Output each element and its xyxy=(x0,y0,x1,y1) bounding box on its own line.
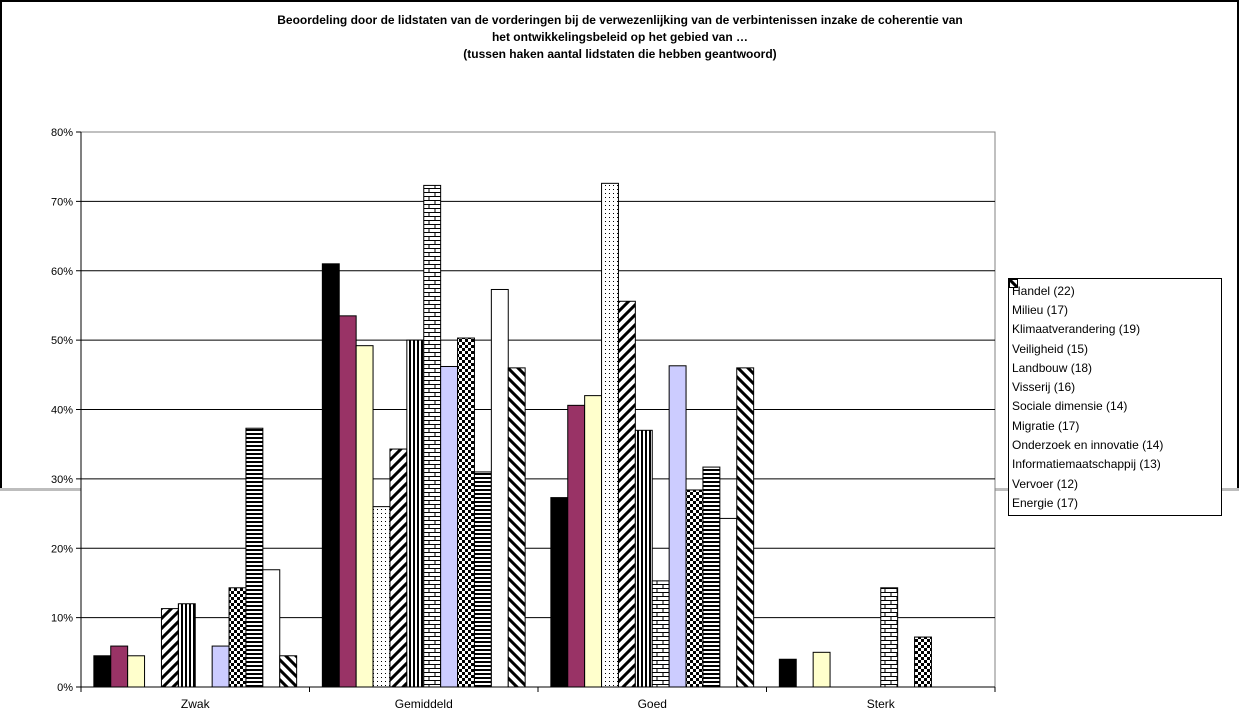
chart-title: Beoordeling door de lidstaten van de vor… xyxy=(100,12,1140,63)
gridlines xyxy=(81,200,995,619)
legend-item: Klimaatverandering (19) xyxy=(1009,279,1218,339)
bar xyxy=(423,184,442,688)
legend-item: Handel (22) xyxy=(1009,279,1218,300)
y-tick-label: 70% xyxy=(51,196,73,208)
legend-item: Energie (17) xyxy=(1009,279,1218,512)
title-line-2: het ontwikkelingsbeleid op het gebied va… xyxy=(491,30,749,44)
y-tick-label: 50% xyxy=(51,335,73,347)
bars xyxy=(93,182,932,688)
legend-label: Sociale dimensie (14) xyxy=(1012,399,1128,414)
legend-item: Veiligheid (15) xyxy=(1009,279,1218,358)
bar xyxy=(321,263,340,688)
bar xyxy=(160,608,179,688)
category-label: Goed xyxy=(638,697,667,711)
bar xyxy=(567,404,586,688)
bar xyxy=(228,587,247,688)
bar xyxy=(372,506,391,688)
bar xyxy=(440,365,459,688)
bar xyxy=(685,489,704,688)
y-tick-label: 20% xyxy=(51,543,73,555)
category-label: Gemiddeld xyxy=(395,697,453,711)
legend-label: Milieu (17) xyxy=(1012,302,1069,317)
bar xyxy=(507,367,526,688)
bar xyxy=(473,471,492,688)
bar xyxy=(110,645,129,688)
legend-label: Energie (17) xyxy=(1012,495,1079,510)
bar xyxy=(93,655,112,688)
bar xyxy=(279,655,298,688)
legend-item: Landbouw (18) xyxy=(1009,279,1218,377)
title-line-1: Beoordeling door de lidstaten van de vor… xyxy=(277,13,963,27)
bar xyxy=(719,517,738,688)
bar xyxy=(457,337,475,688)
legend-label: Veiligheid (15) xyxy=(1012,341,1089,356)
bar xyxy=(812,651,831,688)
bar xyxy=(355,345,374,688)
bar xyxy=(668,365,687,688)
y-tick-label: 0% xyxy=(57,682,73,694)
bar xyxy=(389,448,408,688)
category-label: Zwak xyxy=(181,697,211,711)
legend-label: Informatiemaatschappij (13) xyxy=(1012,457,1161,472)
title-line-3: (tussen haken aantal lidstaten die hebbe… xyxy=(463,47,777,61)
bar xyxy=(262,569,281,688)
legend-label: Vervoer (12) xyxy=(1012,476,1079,491)
legend: Handel (22) Milieu (17) Klimaatverandering… xyxy=(1008,278,1222,516)
bar xyxy=(338,315,357,688)
bar xyxy=(702,466,721,688)
y-tick-label: 30% xyxy=(51,474,73,486)
x-axis: Zwak Gemiddeld Goed Sterk xyxy=(80,686,996,711)
legend-label: Migratie (17) xyxy=(1012,418,1080,433)
bar xyxy=(211,645,230,688)
bar xyxy=(406,339,425,688)
legend-label: Klimaatverandering (19) xyxy=(1012,322,1141,337)
legend-label: Onderzoek en innovatie (14) xyxy=(1012,438,1164,453)
bar xyxy=(245,427,264,688)
bar xyxy=(736,367,755,688)
legend-swatch xyxy=(1009,279,1018,288)
legend-item: Informatiemaatschappij (13) xyxy=(1009,279,1218,474)
category-label: Sterk xyxy=(867,697,896,711)
legend-label: Visserij (16) xyxy=(1012,380,1076,395)
bar xyxy=(177,603,196,688)
legend-label: Handel (22) xyxy=(1012,283,1075,298)
bar xyxy=(550,497,569,688)
bar xyxy=(914,636,932,688)
bar xyxy=(601,182,619,688)
y-tick-label: 80% xyxy=(51,127,73,139)
y-axis-ticks: 0% 10% 20% 30% 40% 50% 60% 70% 80% xyxy=(51,127,82,694)
bar xyxy=(127,655,146,688)
legend-item: Onderzoek en innovatie (14) xyxy=(1009,279,1218,454)
y-tick-label: 40% xyxy=(51,405,73,417)
legend-label: Landbouw (18) xyxy=(1012,360,1093,375)
legend-item: Migratie (17) xyxy=(1009,279,1218,435)
legend-item: Milieu (17) xyxy=(1009,279,1218,319)
bar xyxy=(880,587,899,688)
bar xyxy=(634,429,653,688)
y-tick-label: 10% xyxy=(51,613,73,625)
legend-item: Vervoer (12) xyxy=(1009,279,1218,493)
bar xyxy=(651,580,670,688)
bar xyxy=(778,658,797,688)
bar xyxy=(584,395,603,688)
bar xyxy=(617,300,636,688)
y-tick-label: 60% xyxy=(51,266,73,278)
legend-item: Visserij (16) xyxy=(1009,279,1218,396)
bar xyxy=(490,288,509,688)
legend-item: Sociale dimensie (14) xyxy=(1009,279,1218,416)
